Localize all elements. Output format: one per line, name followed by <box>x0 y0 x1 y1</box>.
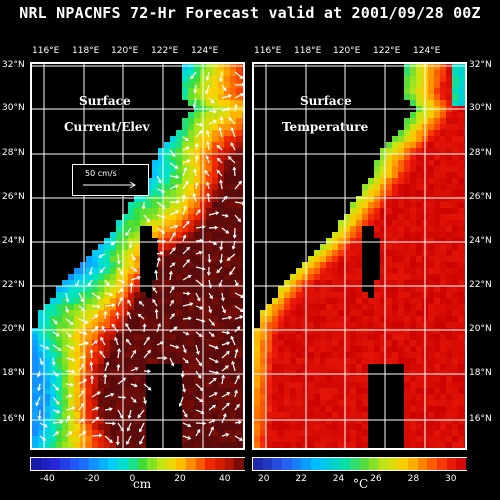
velocity-scale-box: 50 cm/s <box>72 164 149 196</box>
left-panel-label: Surface Current/Elev <box>64 88 150 140</box>
elevation-unit: cm <box>133 477 152 491</box>
lat-label: 32°N <box>469 60 492 70</box>
current-elevation-field <box>32 64 243 448</box>
graticule <box>254 64 465 448</box>
lon-label: 116°E <box>254 46 282 56</box>
colorbar-tick-label: -40 <box>40 474 55 484</box>
lon-label: 118°E <box>72 46 100 56</box>
lon-label: 120°E <box>111 46 139 56</box>
velocity-scale-label: 50 cm/s <box>85 169 117 178</box>
lat-label: 16°N <box>2 414 25 424</box>
colorbar-tick-label: 40 <box>219 474 231 484</box>
right-panel-label: Surface Temperature <box>282 88 368 140</box>
lon-label: 124°E <box>413 46 441 56</box>
lat-label: 24°N <box>469 236 492 246</box>
lat-label: 28°N <box>469 148 492 158</box>
temperature-map: Surface Temperature <box>252 62 467 450</box>
colorbar-tick-label: 26 <box>370 474 382 484</box>
current-vectors <box>35 71 243 446</box>
colorbar-tick-label: 28 <box>407 474 420 484</box>
colorbar-tick-label: 24 <box>332 474 345 484</box>
temperature-field <box>254 64 465 448</box>
lat-label: 28°N <box>2 148 25 158</box>
lat-label: 24°N <box>2 236 25 246</box>
lon-label: 116°E <box>32 46 60 56</box>
lat-label: 18°N <box>469 368 492 378</box>
temperature-colorbar <box>252 457 468 471</box>
velocity-scale-arrow-icon <box>83 181 136 189</box>
lat-label: 20°N <box>469 324 492 334</box>
colorbar-tick-label: 20 <box>174 474 186 484</box>
colorbar-tick-label: -20 <box>84 474 100 484</box>
current-elevation-map: Surface Current/Elev 50 cm/s <box>30 62 245 450</box>
figure-title: NRL NPACNFS 72-Hr Forecast valid at 2001… <box>19 4 481 22</box>
left-label-line1: Surface <box>79 94 131 108</box>
right-label-line1: Surface <box>300 94 352 108</box>
colorbar-tick-label: 30 <box>445 474 457 484</box>
lat-label: 26°N <box>469 192 492 202</box>
lon-label: 122°E <box>151 46 179 56</box>
lat-label: 30°N <box>469 103 492 113</box>
left-label-line2: Current/Elev <box>64 120 150 134</box>
colorbar-tick-label: 0 <box>129 474 136 484</box>
right-label-line2: Temperature <box>282 120 369 134</box>
lat-label: 18°N <box>2 368 25 378</box>
colorbar-swatch <box>456 458 468 470</box>
lat-label: 22°N <box>469 280 492 290</box>
lat-label: 32°N <box>2 60 25 70</box>
lat-label: 20°N <box>2 324 25 334</box>
colorbar-tick-label: 22 <box>295 474 307 484</box>
colorbar-swatch <box>234 458 246 470</box>
lon-label: 118°E <box>294 46 322 56</box>
lat-label: 30°N <box>2 103 25 113</box>
elevation-colorbar <box>30 457 246 471</box>
graticule <box>32 64 243 448</box>
lon-label: 120°E <box>333 46 361 56</box>
lon-label: 122°E <box>373 46 401 56</box>
lat-label: 26°N <box>2 192 25 202</box>
temperature-unit: °C <box>353 477 369 491</box>
colorbar-tick-label: 20 <box>258 474 270 484</box>
lon-label: 124°E <box>191 46 219 56</box>
lat-label: 22°N <box>2 280 25 290</box>
lat-label: 16°N <box>469 414 492 424</box>
